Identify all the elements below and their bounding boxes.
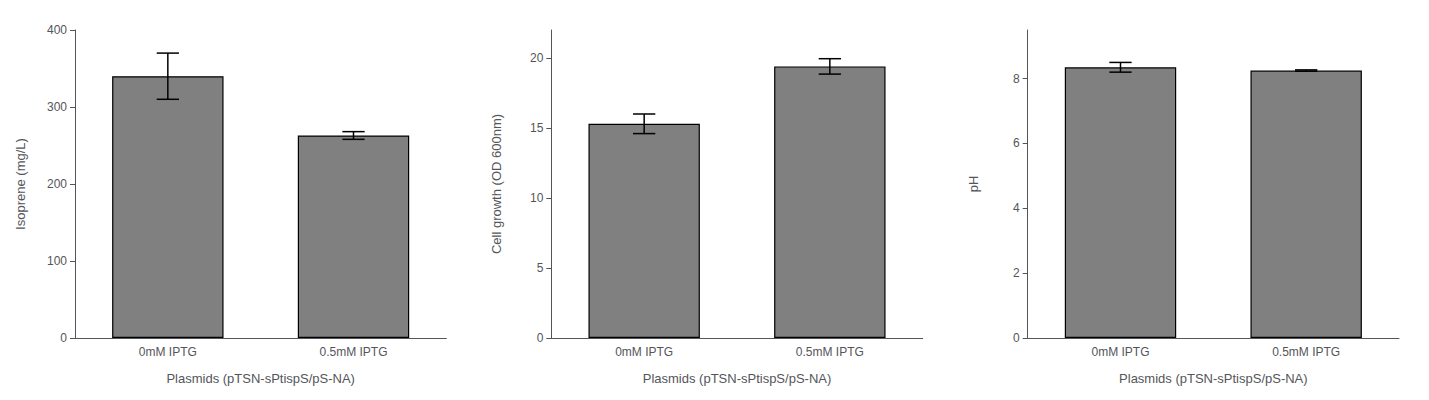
svg-text:5: 5	[537, 261, 544, 275]
svg-text:15: 15	[530, 121, 544, 135]
svg-text:0.5mM IPTG: 0.5mM IPTG	[796, 345, 864, 359]
svg-text:Plasmids (pTSN-sPtispS/pS-NA): Plasmids (pTSN-sPtispS/pS-NA)	[1119, 371, 1308, 386]
svg-text:0: 0	[60, 331, 67, 345]
svg-text:2: 2	[1013, 266, 1020, 280]
svg-text:Plasmids (pTSN-sPtispS/pS-NA): Plasmids (pTSN-sPtispS/pS-NA)	[643, 371, 832, 386]
svg-text:0: 0	[1013, 331, 1020, 345]
svg-text:0mM IPTG: 0mM IPTG	[139, 345, 197, 359]
svg-text:0.5mM IPTG: 0.5mM IPTG	[319, 345, 387, 359]
svg-text:0.5mM IPTG: 0.5mM IPTG	[1272, 345, 1340, 359]
svg-text:100: 100	[47, 254, 67, 268]
svg-text:6: 6	[1013, 136, 1020, 150]
svg-text:4: 4	[1013, 201, 1020, 215]
svg-text:0mM IPTG: 0mM IPTG	[1091, 345, 1149, 359]
svg-text:Plasmids (pTSN-sPtispS/pS-NA): Plasmids (pTSN-sPtispS/pS-NA)	[166, 371, 355, 386]
svg-text:400: 400	[47, 23, 67, 37]
svg-text:300: 300	[47, 100, 67, 114]
svg-text:Isoprene (mg/L): Isoprene (mg/L)	[13, 138, 28, 230]
svg-text:0mM IPTG: 0mM IPTG	[615, 345, 673, 359]
svg-text:20: 20	[530, 51, 544, 65]
svg-text:10: 10	[530, 191, 544, 205]
svg-text:pH: pH	[966, 176, 981, 193]
svg-text:0: 0	[537, 331, 544, 345]
svg-text:Cell growth (OD 600nm): Cell growth (OD 600nm)	[489, 114, 504, 254]
svg-text:200: 200	[47, 177, 67, 191]
svg-text:8: 8	[1013, 72, 1020, 86]
